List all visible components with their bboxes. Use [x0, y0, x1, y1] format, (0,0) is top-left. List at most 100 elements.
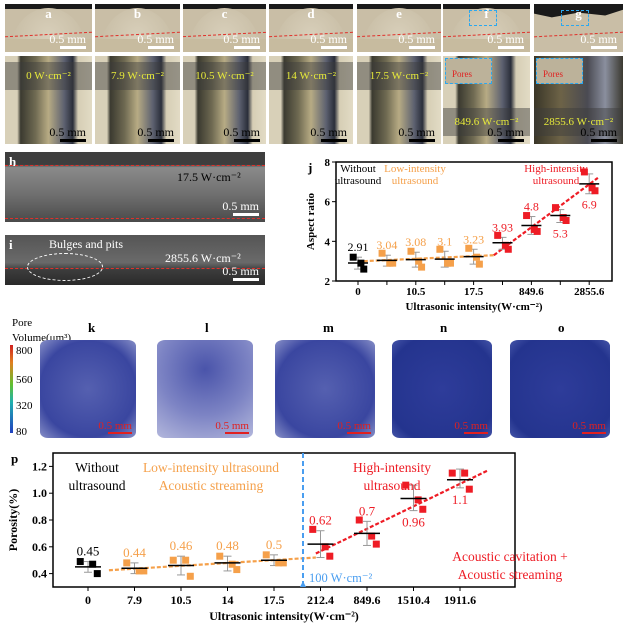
regime-annotation: High-intensity: [524, 163, 588, 175]
scale-bar: 0.5 mm: [487, 32, 524, 49]
y-tick-label: 6: [325, 197, 331, 209]
regime-annotation: Low-intensity: [384, 163, 446, 175]
intensity-label: 14 W·cm⁻²: [269, 62, 353, 90]
y-tick-label: 0.6: [32, 540, 47, 554]
mean-label: 3.04: [376, 238, 397, 252]
scale-bar: 0.5 mm: [223, 125, 260, 142]
scale-label: 0.5 mm: [223, 125, 260, 139]
data-point: [465, 244, 473, 252]
data-point: [275, 559, 283, 567]
scale-bar: 0.5 mm: [49, 125, 86, 142]
panel-letter: h: [9, 154, 17, 169]
surface-profile-line: [5, 268, 265, 269]
cross-section-c: c 0.5 mm: [183, 4, 266, 52]
scale-label: 0.5 mm: [398, 32, 435, 46]
panel-letter: e: [396, 6, 402, 21]
top-view-e: 17.5 W·cm⁻² 0.5 mm: [357, 56, 441, 144]
scale-bar: 0.5 mm: [222, 199, 259, 216]
x-tick-label: 212.4: [307, 593, 334, 607]
intensity-label: 17.5 W·cm⁻²: [357, 62, 441, 90]
data-point: [402, 481, 410, 489]
data-point: [591, 187, 599, 195]
scale-bar: 0.5 mm: [222, 264, 259, 281]
mean-label: 0.48: [216, 538, 239, 553]
x-tick-label: 2855.6: [574, 286, 605, 298]
mean-label: 5.3: [553, 226, 568, 240]
regime-annotation: Acoustic cavitation +: [452, 549, 568, 564]
scale-bar: 0.5 mm: [215, 420, 249, 434]
y-tick-label: 2: [325, 276, 331, 288]
data-point: [533, 227, 541, 235]
scale-bar: 0.5 mm: [310, 32, 347, 49]
panel-letter: c: [221, 6, 228, 21]
panel-letter: k: [88, 320, 96, 335]
scale-bar: 0.5 mm: [580, 125, 617, 142]
x-tick-label: 7.9: [127, 593, 142, 607]
scale-label: 0.5 mm: [137, 32, 174, 46]
scale-label: 0.5 mm: [337, 420, 371, 432]
data-point: [378, 249, 386, 257]
mean-label: 0.62: [309, 513, 332, 528]
scale-label: 0.5 mm: [398, 125, 435, 139]
cross-section-e: e 0.5 mm: [357, 4, 441, 52]
colorbar-tick: 80: [16, 426, 27, 438]
y-tick-label: 0.8: [32, 513, 47, 527]
regime-annotation: Without: [340, 163, 376, 175]
cross-section-d: d 0.5 mm: [269, 4, 353, 52]
chart-p: 0.4 0.6 0.8 1.0 1.2 0 7.9 10.5 14 17.5 212.4 849.6 1…: [6, 451, 568, 623]
surface-profile-line: [5, 165, 265, 166]
data-point: [461, 469, 469, 477]
colorbar: [10, 345, 13, 433]
intensity-label: 10.5 W·cm⁻²: [183, 62, 266, 90]
data-point: [562, 217, 570, 225]
data-point: [372, 540, 380, 548]
x-tick-label: 0: [355, 286, 361, 298]
scale-bar: 0.5 mm: [487, 125, 524, 142]
mean-label: 4.8: [524, 200, 539, 214]
chart-j: 2 4 6 8 0 10.5 17.5 849.6 2855.6 Ultrasonic inten…: [305, 157, 613, 313]
regime-annotation: ultrasound: [533, 175, 580, 187]
y-axis-title: Aspect ratio: [305, 192, 317, 250]
mean-label: 2.91: [348, 240, 369, 254]
pore-distribution-k: 0.5 mm: [40, 340, 136, 438]
panel-letter: a: [45, 6, 52, 21]
scale-bar: 0.5 mm: [398, 125, 435, 142]
pore-distribution-l: 0.5 mm: [157, 340, 253, 438]
mean-label: 3.08: [405, 235, 426, 249]
data-point: [262, 551, 270, 559]
colorbar-tick: 320: [16, 400, 33, 412]
mean-label: 0.46: [170, 538, 193, 553]
mean-label: 6.9: [582, 198, 597, 212]
x-tick-label: 1510.4: [397, 593, 430, 607]
data-point: [418, 263, 426, 271]
scale-bar: 0.5 mm: [137, 32, 174, 49]
y-tick-label: 8: [325, 157, 331, 169]
top-view-a: 0 W·cm⁻² 0.5 mm: [5, 56, 92, 144]
mean-label: 0.96: [402, 515, 425, 530]
data-point: [228, 560, 236, 568]
colorbar-tick: 560: [16, 374, 33, 386]
data-point: [76, 558, 84, 566]
panel-letter: o: [558, 320, 565, 335]
panel-letter: i: [9, 237, 13, 252]
data-point: [415, 257, 423, 265]
scale-label: 0.5 mm: [310, 125, 347, 139]
x-tick-label: 14: [222, 593, 234, 607]
scale-label: 0.5 mm: [454, 420, 488, 432]
data-point: [580, 168, 588, 176]
data-point: [89, 560, 97, 568]
threshold-marker-icon: [300, 581, 306, 587]
top-view-d: 14 W·cm⁻² 0.5 mm: [269, 56, 353, 144]
colorbar-title: Pore: [12, 317, 33, 329]
scale-bar: 0.5 mm: [398, 32, 435, 49]
data-point: [169, 556, 177, 564]
scale-label: 0.5 mm: [137, 125, 174, 139]
y-tick-label: 1.0: [32, 486, 47, 500]
data-point: [186, 572, 194, 580]
threshold-label: 100 W·cm⁻²: [309, 571, 372, 585]
pore-distribution-o: 0.5 mm: [510, 340, 610, 438]
cross-section-b: b 0.5 mm: [95, 4, 180, 52]
data-point: [414, 496, 422, 504]
y-axis-title: Porosity(%): [6, 489, 20, 551]
